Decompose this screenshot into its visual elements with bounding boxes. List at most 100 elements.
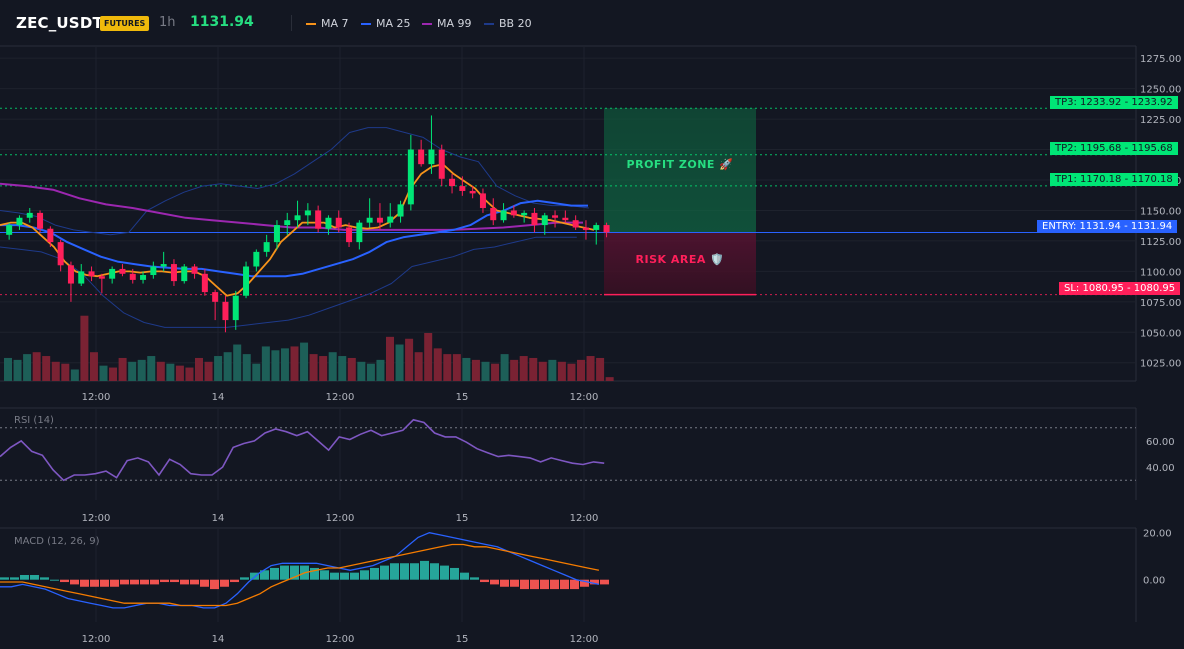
macd-histogram-bar [390, 563, 399, 580]
sl-tag[interactable]: SL: 1080.95 - 1080.95 [1059, 282, 1181, 295]
volume-bar [204, 361, 213, 381]
candle-body [541, 215, 548, 226]
entry-label: ENTRY: 1131.94 [1042, 221, 1121, 232]
volume-bar [80, 315, 89, 381]
volume-bar [128, 361, 137, 381]
volume-bar [596, 357, 605, 381]
candle-body [181, 266, 188, 282]
bb-lower-line [0, 236, 577, 328]
tp3-tag[interactable]: TP3: 1233.92 - 1233.92 [1050, 96, 1178, 109]
candle-body [160, 264, 167, 267]
volume-bars [4, 315, 614, 381]
macd-histogram-bar [330, 572, 339, 580]
time-tick-label: 12:00 [326, 513, 355, 524]
volume-bar [290, 346, 299, 381]
timeframe-selector[interactable]: 1h [159, 15, 176, 30]
macd-histogram-bar [360, 570, 369, 580]
candle-body [67, 265, 74, 284]
volume-bar [424, 333, 433, 381]
volume-bar [242, 354, 251, 381]
candle-body [16, 217, 23, 226]
candle-body [315, 210, 322, 229]
macd-histogram-bar [0, 577, 9, 580]
tp2-label: TP2: 1195.68 [1055, 143, 1122, 154]
volume-bar [605, 377, 614, 381]
time-tick-label: 15 [456, 392, 469, 403]
macd-histogram-bar [220, 579, 229, 587]
macd-histogram-bar [410, 563, 419, 580]
legend-ma99[interactable]: MA 99 [422, 17, 472, 30]
macd-histogram-bar [350, 572, 359, 580]
volume-bar [491, 363, 500, 381]
volume-bar [433, 348, 442, 381]
candle-body [170, 264, 177, 282]
macd-histogram-bar [120, 579, 129, 585]
tp3-label: TP3: 1233.92 [1055, 97, 1122, 108]
volume-bar [347, 357, 356, 381]
grid [0, 46, 1136, 622]
macd-histogram-bar [40, 577, 49, 580]
macd-histogram-bar [520, 579, 529, 590]
candle-body [346, 227, 353, 243]
price-tick-label: 1075.00 [1140, 298, 1181, 309]
time-tick-label: 12:00 [82, 634, 111, 645]
symbol-title[interactable]: ZEC_USDT [16, 14, 103, 32]
candle-body [376, 217, 383, 223]
candle-body [26, 212, 33, 218]
volume-bar [23, 354, 32, 381]
volume-bar [280, 348, 289, 381]
volume-bar [395, 344, 404, 381]
legend-bb20[interactable]: BB 20 [484, 17, 532, 30]
time-tick-label: 12:00 [570, 392, 599, 403]
volume-bar [109, 367, 118, 381]
legend-label: MA 25 [376, 17, 411, 30]
macd-histogram-bar [540, 579, 549, 590]
volume-bar [519, 356, 528, 381]
volume-bar [175, 365, 184, 381]
macd-histogram-bar [440, 565, 449, 580]
macd-tick-label: 20.00 [1143, 529, 1172, 540]
macd-histogram-bar [260, 570, 269, 580]
candle-body [98, 276, 105, 279]
rsi-tick-label: 40.00 [1146, 463, 1175, 474]
time-tick-label: 12:00 [82, 392, 111, 403]
ma25-line [0, 199, 588, 278]
price-tick-label: 1050.00 [1140, 328, 1181, 339]
volume-bar [185, 367, 194, 381]
entry-tag[interactable]: ENTRY: 1131.94 - 1131.94 [1037, 220, 1178, 233]
candle-body [325, 217, 332, 229]
volume-bar [529, 357, 538, 381]
macd-histogram-bar [530, 579, 539, 590]
volume-bar [510, 359, 519, 381]
macd-histogram-bar [290, 565, 299, 580]
macd-histogram-bar [480, 579, 489, 583]
rsi-pane: 60.00 40.00 [0, 418, 1175, 482]
macd-histogram-bar [100, 579, 109, 587]
candle-body [191, 266, 198, 274]
volume-bar [338, 356, 347, 381]
tp1-tag[interactable]: TP1: 1170.18 - 1170.18 [1050, 173, 1178, 186]
volume-bar [118, 357, 127, 381]
tp2-tag[interactable]: TP2: 1195.68 - 1195.68 [1050, 142, 1178, 155]
macd-histogram-bar [570, 579, 579, 590]
macd-histogram-bar [240, 577, 249, 580]
time-tick-label: 12:00 [82, 513, 111, 524]
volume-bar [99, 365, 108, 381]
sl-value: 1080.95 [1133, 283, 1176, 294]
price-tick-label: 1150.00 [1140, 206, 1181, 217]
volume-bar [300, 342, 309, 381]
candle-body [582, 227, 589, 230]
legend-ma25[interactable]: MA 25 [361, 17, 411, 30]
volume-bar [156, 361, 165, 381]
candle-body [232, 295, 239, 321]
volume-bar [500, 354, 509, 381]
volume-bar [481, 361, 490, 381]
macd-histogram-bar [60, 579, 69, 583]
price-tick-label: 1100.00 [1140, 267, 1181, 278]
candle-body [521, 212, 528, 216]
macd-histogram-bar [20, 575, 29, 580]
volume-bar [548, 359, 557, 381]
legend-ma7[interactable]: MA 7 [306, 17, 349, 30]
volume-bar [42, 356, 51, 381]
